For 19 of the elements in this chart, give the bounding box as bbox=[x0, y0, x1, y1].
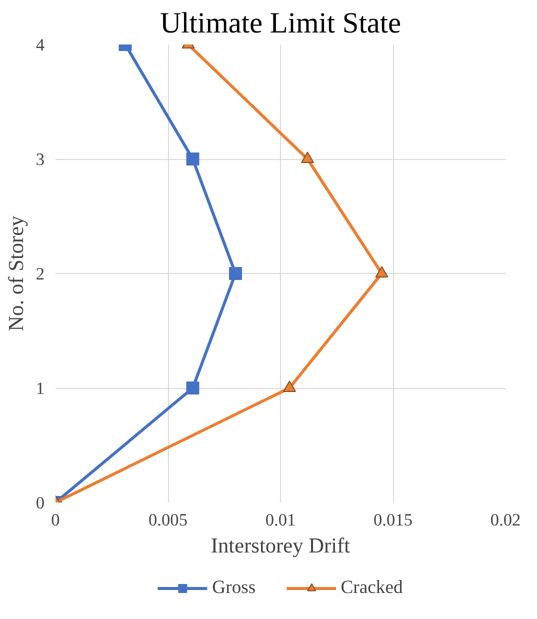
x-tick-label: 0.01 bbox=[265, 510, 296, 530]
x-tick-label: 0.005 bbox=[148, 510, 188, 530]
point bbox=[375, 266, 388, 278]
y-tick-label: 0 bbox=[36, 494, 45, 512]
x-axis-title: Interstorey Drift bbox=[210, 534, 350, 558]
x-tick-label: 0.015 bbox=[374, 510, 413, 530]
y-axis-title: No. of Storey bbox=[4, 215, 28, 332]
chart-title: Ultimate Limit State bbox=[160, 8, 402, 40]
y-tick-label: 3 bbox=[36, 150, 45, 169]
point bbox=[283, 380, 296, 392]
point bbox=[186, 152, 200, 166]
legend-label: Cracked bbox=[340, 576, 403, 598]
x-tick-label: 0.02 bbox=[490, 510, 521, 530]
y-tick-label: 1 bbox=[36, 379, 45, 398]
x-tick-label: 0 bbox=[51, 510, 60, 530]
y-tick-label: 2 bbox=[36, 264, 45, 284]
legend-label: Gross bbox=[212, 576, 256, 598]
y-tick-label: 4 bbox=[36, 36, 45, 54]
point bbox=[229, 267, 242, 280]
